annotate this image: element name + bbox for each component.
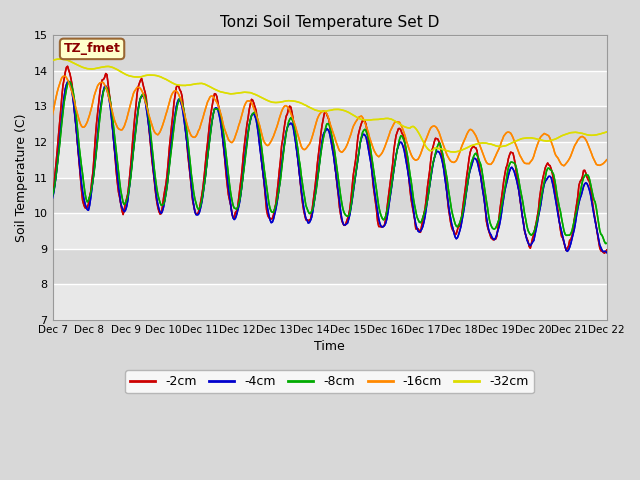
-32cm xyxy=(603,129,611,135)
-8cm xyxy=(49,193,56,199)
-32cm xyxy=(49,58,56,63)
-32cm xyxy=(284,98,291,104)
-4cm xyxy=(387,193,394,199)
X-axis label: Time: Time xyxy=(314,340,345,353)
-4cm xyxy=(49,195,56,201)
Y-axis label: Soil Temperature (C): Soil Temperature (C) xyxy=(15,113,28,242)
-32cm xyxy=(458,147,466,153)
-16cm xyxy=(60,73,68,79)
-2cm xyxy=(64,63,72,69)
-16cm xyxy=(387,128,394,134)
Bar xyxy=(52,284,607,320)
-2cm xyxy=(603,247,611,253)
-16cm xyxy=(560,163,568,168)
-4cm xyxy=(603,250,611,255)
-2cm xyxy=(49,187,56,193)
-8cm xyxy=(360,128,367,133)
-32cm xyxy=(222,90,230,96)
-8cm xyxy=(284,124,291,130)
Bar xyxy=(52,142,607,178)
-16cm xyxy=(284,104,291,109)
-32cm xyxy=(554,135,562,141)
-16cm xyxy=(360,117,367,123)
-8cm xyxy=(602,240,609,246)
Bar xyxy=(52,213,607,249)
Text: TZ_fmet: TZ_fmet xyxy=(63,42,120,55)
-16cm xyxy=(49,112,56,118)
-4cm xyxy=(222,165,230,171)
-8cm xyxy=(222,151,230,157)
-2cm xyxy=(553,202,561,207)
Title: Tonzi Soil Temperature Set D: Tonzi Soil Temperature Set D xyxy=(220,15,439,30)
Line: -16cm: -16cm xyxy=(52,76,607,166)
-4cm xyxy=(65,79,72,84)
-16cm xyxy=(222,130,230,136)
-8cm xyxy=(65,79,72,84)
Bar xyxy=(52,178,607,213)
-8cm xyxy=(603,240,611,246)
-4cm xyxy=(360,132,367,137)
-8cm xyxy=(387,191,394,196)
-8cm xyxy=(553,192,561,197)
-8cm xyxy=(457,216,465,222)
-16cm xyxy=(603,157,611,163)
Line: -8cm: -8cm xyxy=(52,82,607,243)
Line: -32cm: -32cm xyxy=(52,59,607,152)
-16cm xyxy=(553,154,561,160)
-2cm xyxy=(600,250,608,256)
Bar xyxy=(52,71,607,107)
-2cm xyxy=(222,171,230,177)
Legend: -2cm, -4cm, -8cm, -16cm, -32cm: -2cm, -4cm, -8cm, -16cm, -32cm xyxy=(125,370,534,393)
Line: -4cm: -4cm xyxy=(52,82,607,252)
-4cm xyxy=(284,124,291,130)
-2cm xyxy=(284,111,291,117)
Bar xyxy=(52,36,607,71)
-2cm xyxy=(387,179,394,184)
-32cm xyxy=(360,117,367,123)
-4cm xyxy=(457,224,465,229)
-2cm xyxy=(457,220,465,226)
Bar xyxy=(52,249,607,284)
-16cm xyxy=(457,146,465,152)
-4cm xyxy=(553,205,561,211)
-32cm xyxy=(56,56,63,62)
-32cm xyxy=(387,116,394,122)
-2cm xyxy=(360,118,367,124)
Line: -2cm: -2cm xyxy=(52,66,607,253)
-32cm xyxy=(450,149,458,155)
Bar xyxy=(52,107,607,142)
